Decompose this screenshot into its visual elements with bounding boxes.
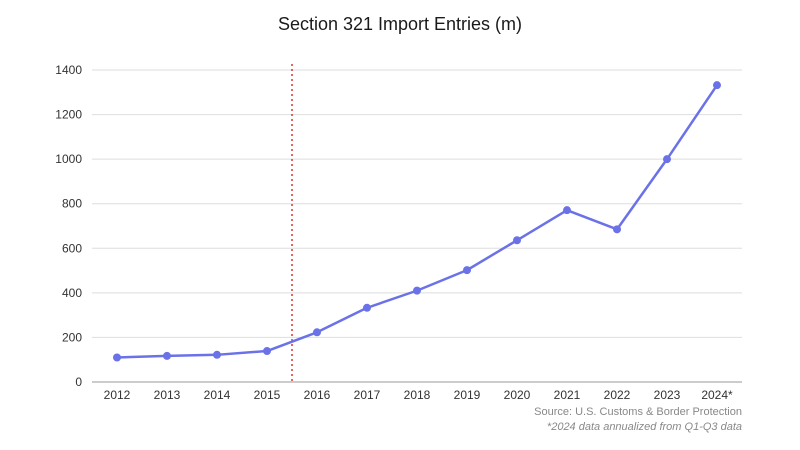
x-axis-ticks: 2012 2013 2014 2015 2016 2017 2018 2019 2020 2021… — [104, 388, 733, 402]
x-tick-label: 2019 — [454, 388, 481, 402]
data-point — [663, 155, 671, 164]
x-tick-label: 2013 — [154, 388, 181, 402]
y-tick-label: 0 — [75, 375, 82, 389]
data-point — [713, 81, 721, 90]
x-tick-label: 2021 — [554, 388, 581, 402]
y-tick-label: 1200 — [55, 108, 82, 122]
chart-title: Section 321 Import Entries (m) — [277, 14, 523, 34]
y-axis-ticks: 0 200 400 600 800 1000 1200 1400 — [55, 63, 82, 389]
x-tick-label: 2022 — [604, 388, 631, 402]
x-tick-label: 2016 — [304, 388, 331, 402]
data-point — [263, 347, 271, 356]
data-point — [113, 353, 121, 362]
data-point — [563, 206, 571, 215]
y-tick-label: 800 — [62, 197, 82, 211]
y-tick-label: 200 — [62, 330, 82, 344]
x-tick-label: 2018 — [404, 388, 431, 402]
y-tick-label: 1400 — [55, 63, 82, 77]
footnote: *2024 data annualized from Q1-Q3 data — [546, 421, 742, 433]
data-point — [213, 350, 221, 359]
x-tick-label: 2014 — [204, 388, 231, 402]
gridlines — [92, 69, 742, 383]
x-tick-label: 2023 — [654, 388, 681, 402]
y-tick-label: 600 — [62, 241, 82, 255]
y-tick-label: 400 — [62, 286, 82, 300]
data-point — [463, 266, 471, 275]
x-tick-label: 2012 — [104, 388, 131, 402]
series-group — [113, 81, 721, 362]
x-tick-label: 2017 — [354, 388, 381, 402]
data-point — [613, 225, 621, 234]
x-tick-label: 2020 — [504, 388, 531, 402]
series-line — [116, 84, 719, 359]
x-tick-label: 2015 — [254, 388, 281, 402]
data-point — [163, 351, 171, 360]
data-point — [413, 286, 421, 295]
data-point — [513, 236, 521, 245]
x-tick-label: 2024* — [701, 388, 733, 402]
y-tick-label: 1000 — [55, 152, 82, 166]
data-point — [363, 303, 371, 312]
source-note: Source: U.S. Customs & Border Protection — [534, 406, 742, 418]
data-point — [313, 328, 321, 337]
